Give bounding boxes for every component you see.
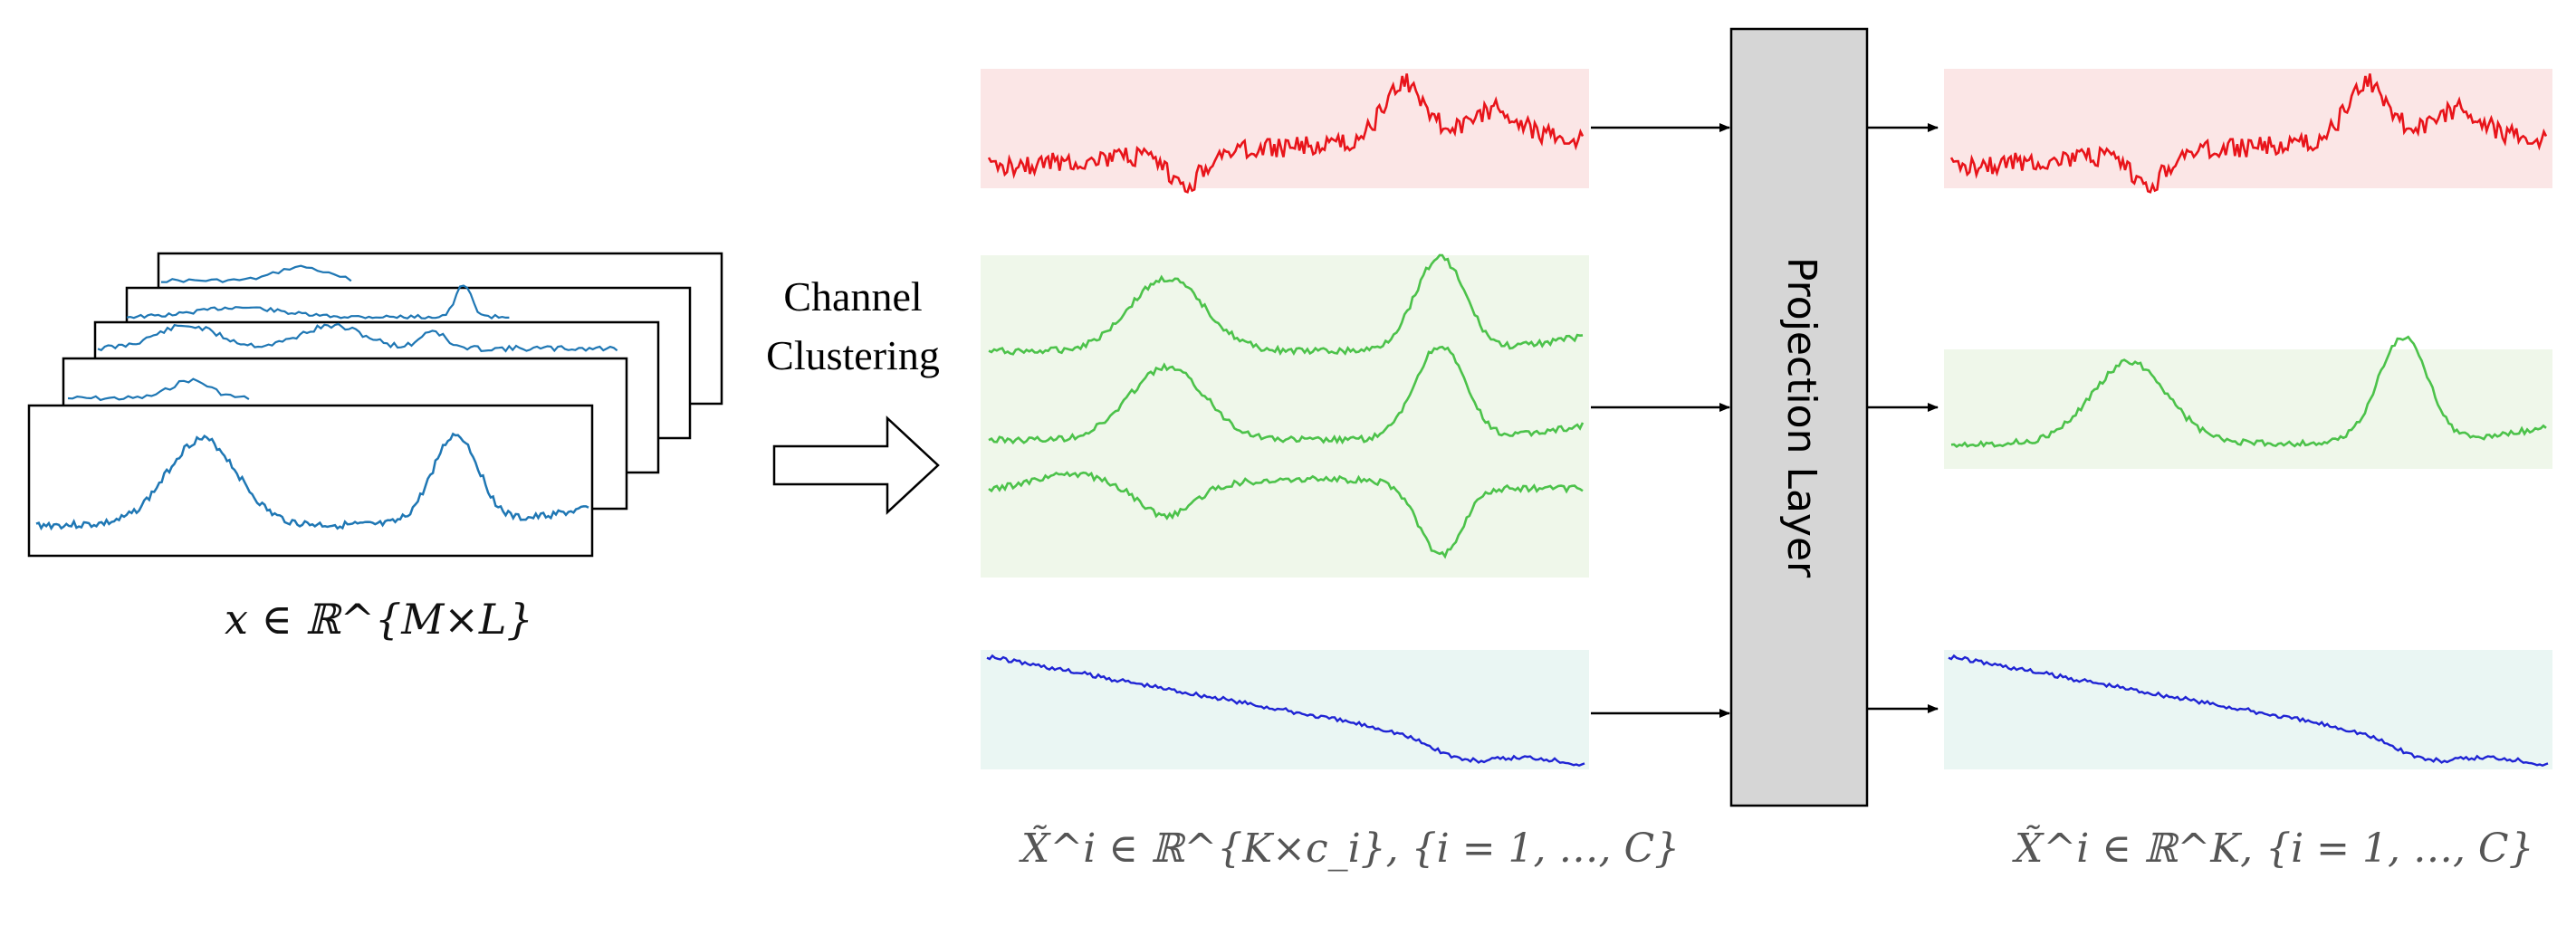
output-shape-label: X̃^i ∈ ℝ^K, {i = 1, …, C} <box>2012 824 2534 872</box>
output-green-panel <box>1944 335 2552 469</box>
clustering-block-arrow <box>772 415 940 515</box>
output-red-panel <box>1944 69 2552 194</box>
projection-layer-label: Projection Layer <box>1778 257 1824 578</box>
cluster-blue-panel <box>981 650 1589 769</box>
input-channel-stack <box>27 252 723 558</box>
cluster-red-panel <box>981 69 1589 194</box>
channel-clustering-label-line2: Clustering <box>766 332 940 378</box>
output-blue-panel <box>1944 650 2552 769</box>
channel-clustering-label-line1: Channel <box>783 273 922 320</box>
input-channel-panel-1 <box>27 404 594 558</box>
clustered-shape-label: X̃^i ∈ ℝ^{K×c_i}, {i = 1, …, C} <box>1019 824 1680 872</box>
projection-layer-block: Projection Layer <box>1729 27 1869 807</box>
input-shape-label: x ∈ ℝ^{M×L} <box>225 595 533 644</box>
cluster-green-panel <box>981 253 1589 578</box>
